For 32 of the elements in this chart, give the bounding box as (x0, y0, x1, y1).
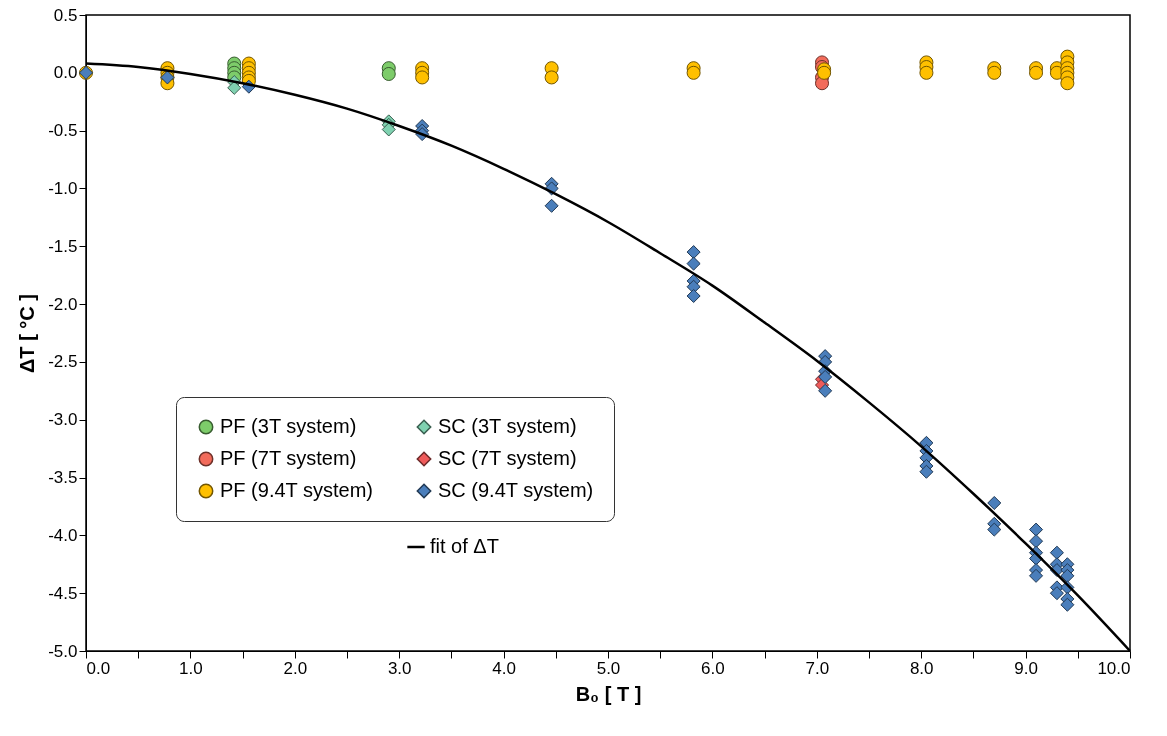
x-tick-label: 8.0 (909, 658, 934, 678)
y-tick-label: -3.0 (48, 410, 78, 430)
legend-label: fit of ΔT (430, 535, 499, 557)
legend-label: PF (7T system) (220, 447, 357, 469)
x-tick-label: 4.0 (492, 658, 516, 678)
y-tick-label: 0.0 (53, 63, 78, 83)
y-tick-label: -5.0 (48, 641, 78, 661)
y-tick-label: -2.0 (48, 294, 78, 314)
y-axis-title: ΔT [ °C ] (16, 293, 39, 374)
y-tick-label: -1.0 (48, 178, 78, 198)
x-tick-label: 9.0 (1014, 658, 1038, 678)
legend-label: SC (9.4T system) (438, 479, 594, 501)
legend-label: SC (7T system) (438, 447, 577, 469)
x-axis-title: B₀ [ T ] (575, 682, 642, 705)
y-tick-label: -2.5 (48, 352, 78, 372)
legend-label: PF (3T system) (220, 415, 357, 437)
legend-label: SC (3T system) (438, 415, 577, 437)
y-tick-label: 0.5 (53, 5, 78, 25)
y-tick-label: -4.5 (48, 583, 78, 603)
x-tick-label: 3.0 (387, 658, 412, 678)
x-tick-label: 5.0 (596, 658, 621, 678)
x-tick-label: 6.0 (701, 658, 725, 678)
y-tick-label: -1.5 (48, 236, 78, 256)
x-tick-label: 2.0 (283, 658, 308, 678)
y-tick-label: -3.5 (48, 468, 78, 488)
y-tick-label: -4.0 (48, 525, 78, 545)
x-tick-label: 7.0 (805, 658, 830, 678)
x-tick-label: 0.0 (86, 658, 111, 678)
legend-label: PF (9.4T system) (220, 479, 373, 501)
y-tick-label: -0.5 (48, 121, 78, 141)
x-tick-label: 1.0 (179, 658, 203, 678)
x-tick-label: 10.0 (1097, 658, 1131, 678)
